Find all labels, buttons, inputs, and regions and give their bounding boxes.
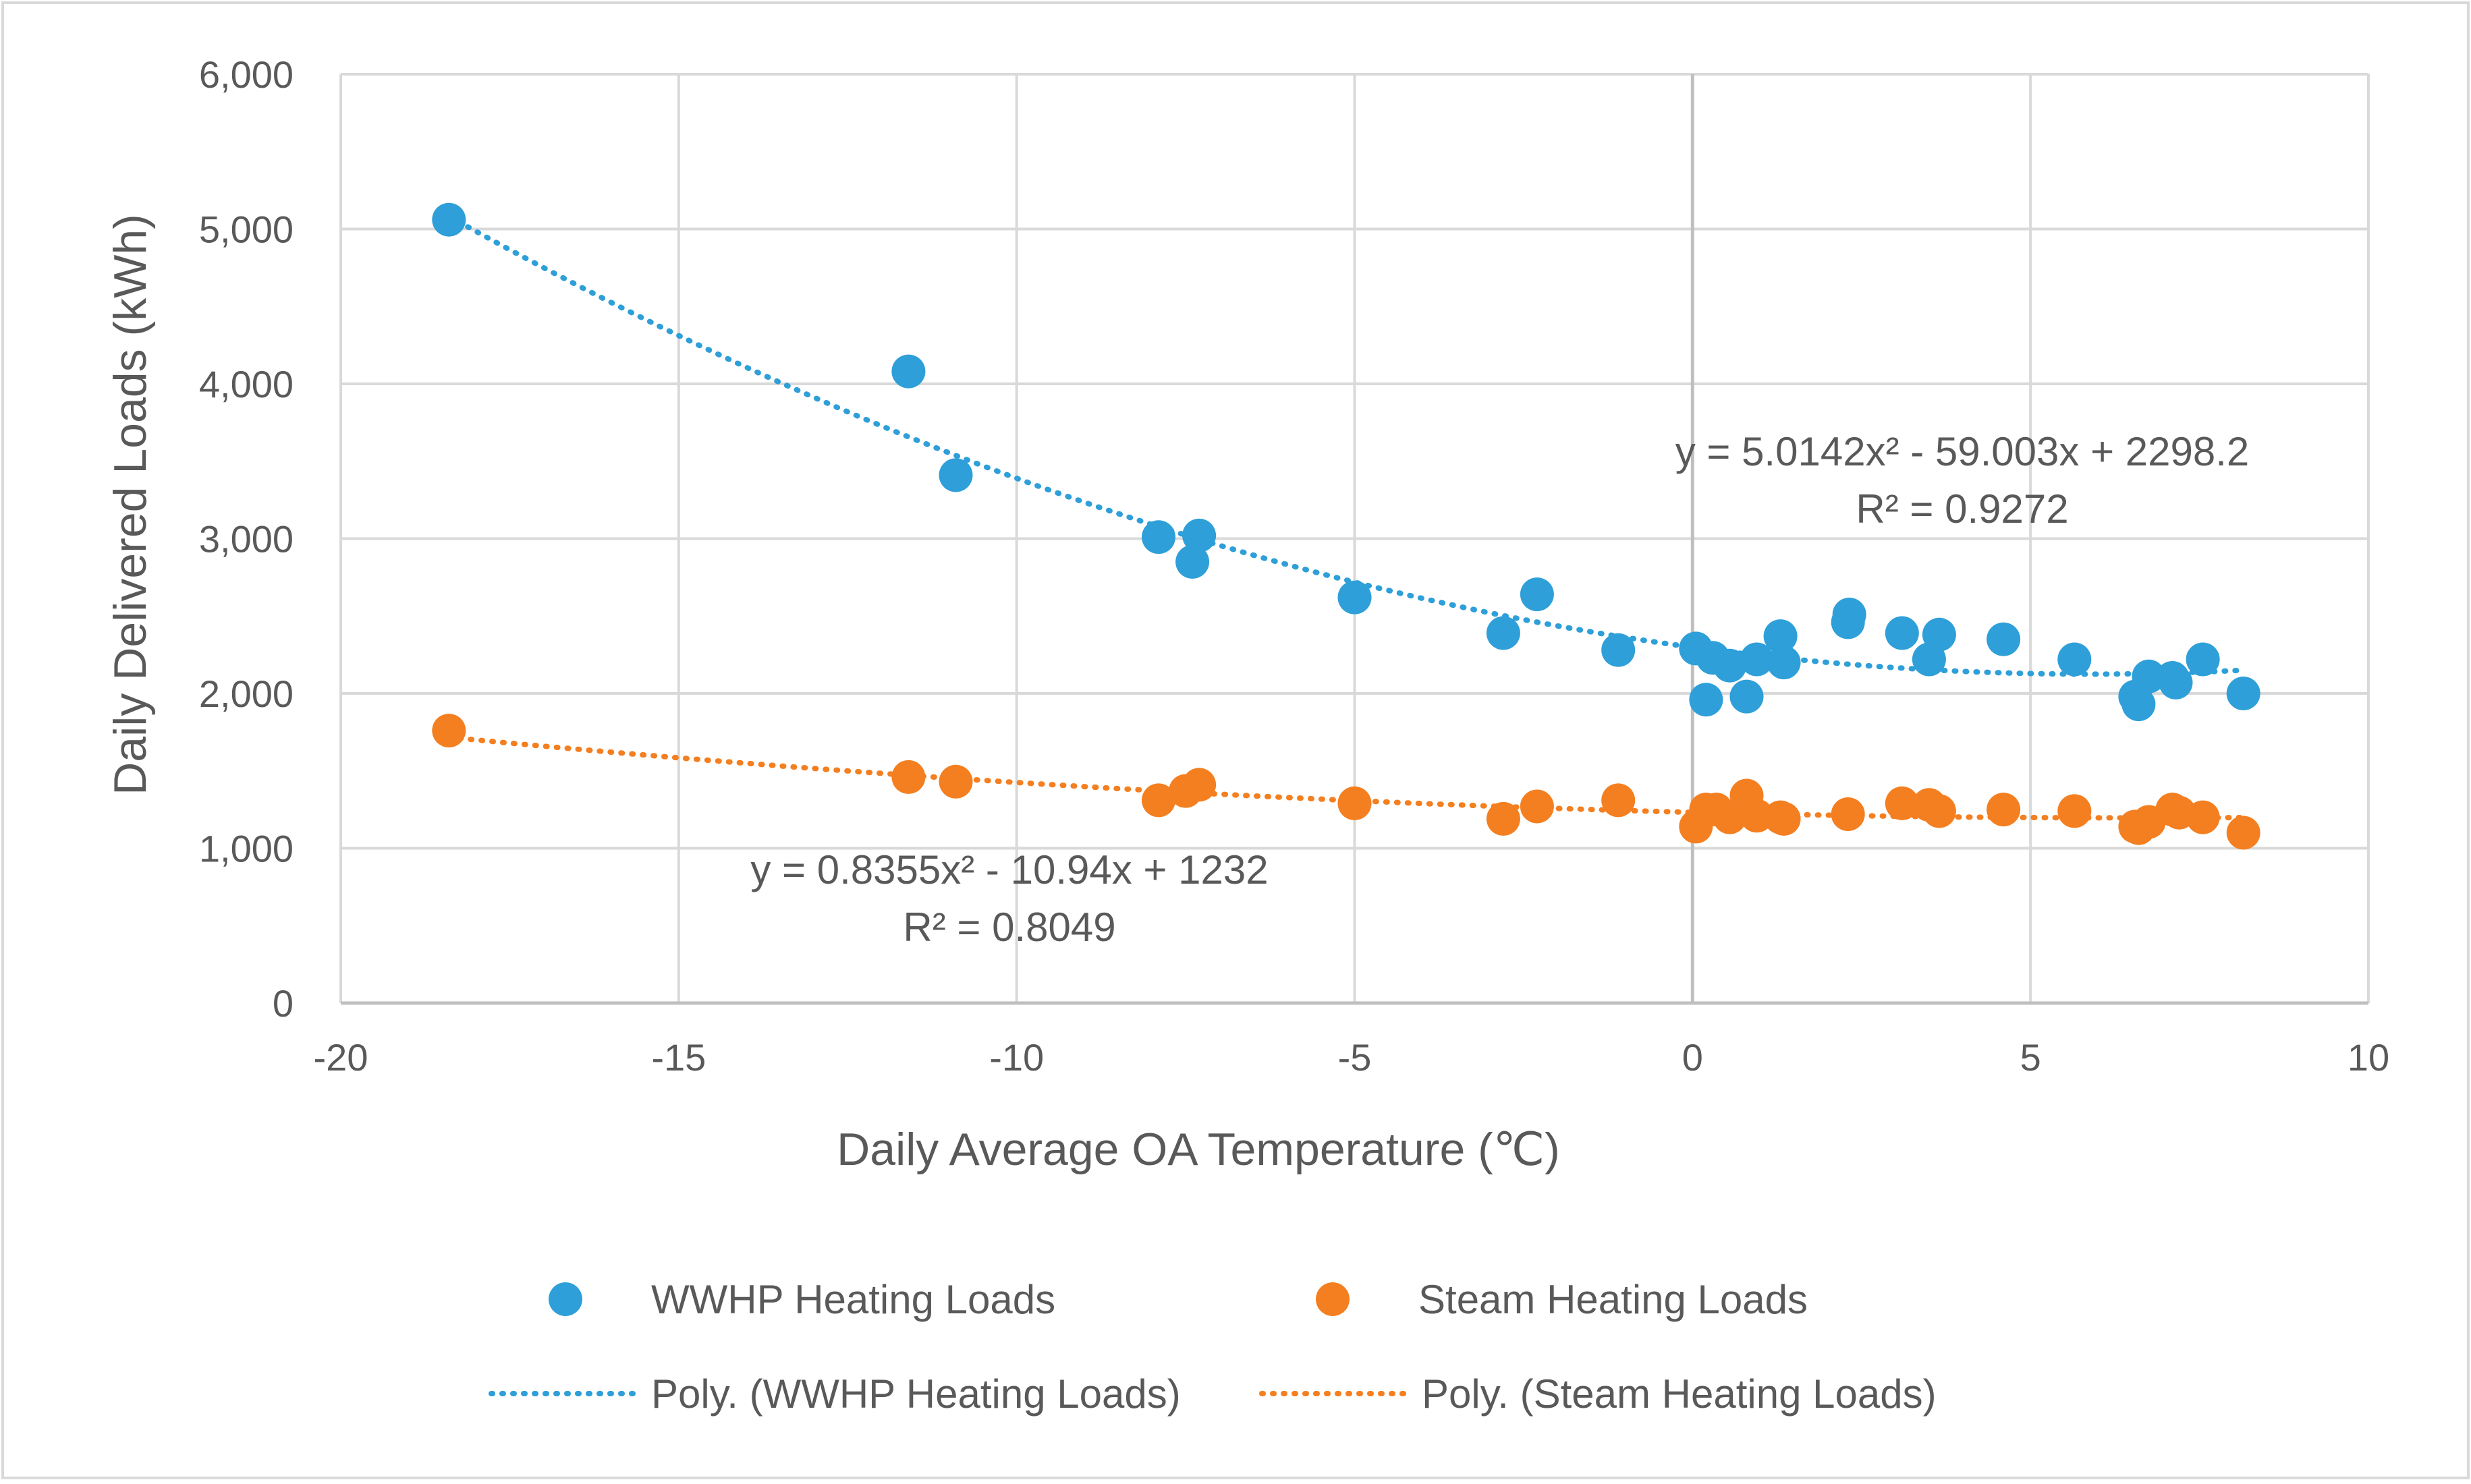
wwhp-data-point	[2121, 687, 2156, 722]
y-axis-title: Daily Delivered Loads (kWh)	[105, 214, 156, 795]
wwhp-data-point	[2186, 642, 2220, 677]
data-points	[432, 202, 2260, 850]
steam-data-point	[1337, 786, 1372, 820]
steam-data-point	[2057, 794, 2092, 828]
horizontal-gridlines	[341, 73, 2368, 1004]
wwhp-data-point	[1767, 646, 1801, 680]
wwhp-trend-r-squared: R² = 0.9272	[1856, 486, 2068, 532]
y-tick-label: 1,000	[199, 828, 294, 870]
wwhp-data-point	[1740, 642, 1774, 677]
wwhp-data-point	[1486, 616, 1520, 650]
x-axis-title: Daily Average OA Temperature (℃)	[837, 1124, 1560, 1175]
y-tick-label: 2,000	[199, 673, 294, 715]
steam-data-point	[1520, 789, 1554, 824]
steam-data-point	[1831, 797, 1865, 831]
y-tick-label: 5,000	[199, 208, 294, 251]
wwhp-data-point	[432, 202, 466, 237]
wwhp-data-point	[1713, 648, 1747, 683]
wwhp-data-point	[1689, 683, 1723, 717]
wwhp-data-point	[1832, 598, 1866, 631]
steam-data-point	[2186, 800, 2220, 834]
wwhp-data-point	[2057, 642, 2092, 677]
steam-data-point	[2226, 816, 2260, 850]
wwhp-data-point	[1763, 619, 1798, 654]
steam-data-point	[1142, 783, 1175, 818]
steam-data-point	[1922, 794, 1956, 828]
wwhp-data-point	[2226, 677, 2260, 710]
wwhp-data-point	[1520, 577, 1554, 612]
x-tick-label: 0	[1682, 1036, 1703, 1079]
steam-data-point	[1601, 783, 1636, 818]
legend-steam-marker	[1316, 1282, 1350, 1316]
wwhp-data-point	[1987, 622, 2021, 656]
y-tick-label: 0	[273, 982, 294, 1025]
legend-steam-label: Steam Heating Loads	[1418, 1277, 1808, 1322]
y-tick-label: 4,000	[199, 363, 294, 405]
steam-data-point	[432, 714, 466, 748]
legend-wwhp-label: WWHP Heating Loads	[651, 1277, 1055, 1322]
x-tick-label: 5	[2020, 1036, 2041, 1079]
legend-wwhp-marker	[549, 1282, 582, 1316]
steam-data-point	[939, 764, 973, 799]
wwhp-data-point	[1885, 616, 1919, 650]
x-tick-label: -10	[989, 1036, 1044, 1079]
wwhp-data-point	[939, 458, 973, 492]
y-tick-label: 3,000	[199, 518, 294, 561]
steam-trend-r-squared: R² = 0.8049	[903, 905, 1115, 950]
legend: WWHP Heating Loads Steam Heating Loads P…	[489, 1277, 1937, 1417]
x-tick-labels: -20 -15 -10 -5 0 5 10	[314, 1036, 2390, 1079]
steam-data-point	[1182, 768, 1217, 802]
y-tick-label: 6,000	[199, 53, 294, 96]
steam-trend-equation: y = 0.8355x² - 10.94x + 1232	[750, 847, 1268, 892]
wwhp-data-point	[1729, 679, 1764, 714]
wwhp-trend-equation: y = 5.0142x² - 59.003x + 2298.2	[1675, 429, 2250, 474]
y-tick-labels: 0 1,000 2,000 3,000 4,000 5,000 6,000	[199, 53, 294, 1025]
steam-data-point	[1885, 786, 1919, 820]
wwhp-data-point	[1922, 617, 1956, 652]
wwhp-data-point	[2159, 665, 2193, 700]
zero-axis-line	[341, 74, 2368, 1005]
wwhp-data-point	[1601, 633, 1636, 667]
steam-data-point	[1987, 793, 2021, 827]
wwhp-data-point	[1182, 518, 1217, 552]
x-tick-label: -20	[314, 1036, 368, 1079]
steam-data-point	[1767, 801, 1801, 836]
wwhp-trendline	[446, 213, 2246, 677]
steam-data-point	[1486, 801, 1520, 836]
wwhp-data-point	[1337, 580, 1372, 615]
steam-data-point	[891, 760, 926, 794]
wwhp-data-point	[891, 354, 926, 389]
legend-steam-trend-label: Poly. (Steam Heating Loads)	[1422, 1371, 1937, 1417]
wwhp-data-point	[1175, 544, 1210, 579]
x-tick-label: -15	[651, 1036, 706, 1079]
legend-wwhp-trend-label: Poly. (WWHP Heating Loads)	[651, 1371, 1181, 1417]
wwhp-data-point	[1142, 520, 1175, 554]
x-tick-label: -5	[1338, 1036, 1372, 1079]
x-tick-label: 10	[2348, 1036, 2389, 1079]
